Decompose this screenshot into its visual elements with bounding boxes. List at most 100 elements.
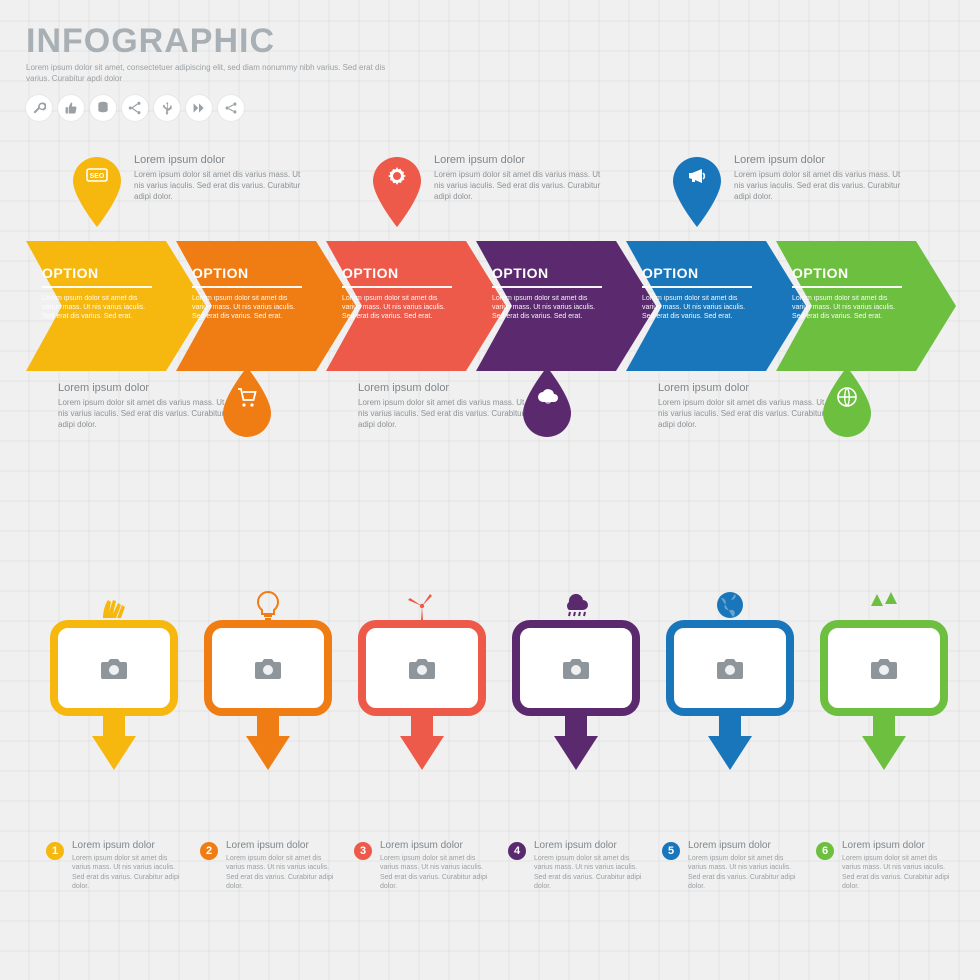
cloud-signal-icon	[536, 386, 558, 413]
card-arrow-down	[816, 736, 952, 780]
camera-icon	[866, 653, 902, 683]
rain-cloud-icon	[559, 588, 593, 627]
callout-heading: Lorem ipsum dolor	[58, 381, 228, 396]
wrench-icon	[26, 95, 52, 121]
callout-body: Lorem ipsum dolor sit amet dis varius ma…	[134, 170, 304, 202]
footer-number: 4	[508, 842, 526, 860]
footer-block-4: 4 Lorem ipsum dolor Lorem ipsum dolor si…	[508, 840, 644, 892]
arrow-body: Lorem ipsum dolor sit amet dis varius ma…	[342, 294, 452, 322]
footer-row: 1 Lorem ipsum dolor Lorem ipsum dolor si…	[46, 840, 952, 892]
callout-body: Lorem ipsum dolor sit amet dis varius ma…	[434, 170, 604, 202]
callout-body: Lorem ipsum dolor sit amet dis varius ma…	[658, 398, 828, 430]
footer-body: Lorem ipsum dolor sit amet dis varius ma…	[380, 854, 490, 892]
pin-cloud-signal-icon	[520, 367, 574, 439]
footer-body: Lorem ipsum dolor sit amet dis varius ma…	[842, 854, 952, 892]
page: INFOGRAPHIC Lorem ipsum dolor sit amet, …	[0, 0, 980, 403]
camera-icon	[712, 653, 748, 683]
footer-body: Lorem ipsum dolor sit amet dis varius ma…	[534, 854, 644, 892]
card-1	[46, 620, 182, 780]
footer-heading: Lorem ipsum dolor	[72, 840, 182, 851]
page-subtitle: Lorem ipsum dolor sit amet, consectetuer…	[26, 63, 386, 85]
arrow-label: OPTION	[642, 265, 752, 281]
callout-heading: Lorem ipsum dolor	[434, 153, 604, 168]
card-arrow-down	[354, 736, 490, 780]
arrow-body: Lorem ipsum dolor sit amet dis varius ma…	[192, 294, 302, 322]
callout-body: Lorem ipsum dolor sit amet dis varius ma…	[58, 398, 228, 430]
card-4	[508, 620, 644, 780]
share-icon	[218, 95, 244, 121]
footer-number: 6	[816, 842, 834, 860]
pin-globe-icon	[820, 367, 874, 439]
card-frame	[204, 620, 332, 716]
footer-number: 3	[354, 842, 372, 860]
lightbulb-icon	[251, 588, 285, 627]
footer-number: 1	[46, 842, 64, 860]
card-arrow-down	[662, 736, 798, 780]
earth-icon	[713, 588, 747, 627]
pin-gear-icon	[370, 155, 424, 227]
share-nodes-icon	[122, 95, 148, 121]
camera-icon	[558, 653, 594, 683]
callout-body: Lorem ipsum dolor sit amet dis varius ma…	[358, 398, 528, 430]
callout-heading: Lorem ipsum dolor	[734, 153, 904, 168]
callout-2: Lorem ipsum dolor Lorem ipsum dolor sit …	[58, 381, 228, 431]
card-5	[662, 620, 798, 780]
arrow-label: OPTION	[42, 265, 152, 281]
pin-seo-badge-icon	[70, 155, 124, 227]
card-arrow-down	[46, 736, 182, 780]
arrow-label: OPTION	[192, 265, 302, 281]
callout-3: Lorem ipsum dolor Lorem ipsum dolor sit …	[434, 153, 604, 203]
callout-heading: Lorem ipsum dolor	[658, 381, 828, 396]
card-row	[46, 620, 952, 780]
camera-icon	[404, 653, 440, 683]
callout-heading: Lorem ipsum dolor	[134, 153, 304, 168]
database-icon	[90, 95, 116, 121]
arrow-label: OPTION	[792, 265, 902, 281]
card-2	[200, 620, 336, 780]
cart-icon	[236, 386, 258, 413]
callout-5: Lorem ipsum dolor Lorem ipsum dolor sit …	[734, 153, 904, 203]
card-frame	[820, 620, 948, 716]
footer-number: 2	[200, 842, 218, 860]
callout-1: Lorem ipsum dolor Lorem ipsum dolor sit …	[134, 153, 304, 203]
usb-icon	[154, 95, 180, 121]
footer-heading: Lorem ipsum dolor	[688, 840, 798, 851]
footer-heading: Lorem ipsum dolor	[380, 840, 490, 851]
card-3	[354, 620, 490, 780]
trees-icon	[867, 588, 901, 627]
footer-body: Lorem ipsum dolor sit amet dis varius ma…	[688, 854, 798, 892]
camera-icon	[250, 653, 286, 683]
card-frame	[512, 620, 640, 716]
page-title: INFOGRAPHIC	[26, 22, 954, 61]
seo-badge-icon	[86, 165, 108, 192]
pin-cart-icon	[220, 367, 274, 439]
card-arrow-down	[200, 736, 336, 780]
callout-6: Lorem ipsum dolor Lorem ipsum dolor sit …	[658, 381, 828, 431]
process-arrow-6: OPTION Lorem ipsum dolor sit amet dis va…	[776, 241, 956, 371]
footer-block-3: 3 Lorem ipsum dolor Lorem ipsum dolor si…	[354, 840, 490, 892]
megaphone-icon	[686, 165, 708, 192]
footer-block-2: 2 Lorem ipsum dolor Lorem ipsum dolor si…	[200, 840, 336, 892]
arrow-label: OPTION	[492, 265, 602, 281]
footer-heading: Lorem ipsum dolor	[226, 840, 336, 851]
card-6	[816, 620, 952, 780]
footer-block-1: 1 Lorem ipsum dolor Lorem ipsum dolor si…	[46, 840, 182, 892]
arrow-body: Lorem ipsum dolor sit amet dis varius ma…	[642, 294, 752, 322]
card-frame	[666, 620, 794, 716]
card-frame	[358, 620, 486, 716]
gear-icon	[386, 165, 408, 192]
globe-icon	[836, 386, 858, 413]
arrow-label: OPTION	[342, 265, 452, 281]
arrow-process-row: OPTION Lorem ipsum dolor sit amet dis va…	[26, 241, 954, 381]
callout-4: Lorem ipsum dolor Lorem ipsum dolor sit …	[358, 381, 528, 431]
footer-heading: Lorem ipsum dolor	[842, 840, 952, 851]
footer-body: Lorem ipsum dolor sit amet dis varius ma…	[72, 854, 182, 892]
wind-turbine-icon	[405, 588, 439, 627]
header-icon-row	[26, 95, 954, 121]
callout-heading: Lorem ipsum dolor	[358, 381, 528, 396]
forward-icon	[186, 95, 212, 121]
card-arrow-down	[508, 736, 644, 780]
arrow-body: Lorem ipsum dolor sit amet dis varius ma…	[492, 294, 602, 322]
pin-megaphone-icon	[670, 155, 724, 227]
arrow-body: Lorem ipsum dolor sit amet dis varius ma…	[792, 294, 902, 322]
